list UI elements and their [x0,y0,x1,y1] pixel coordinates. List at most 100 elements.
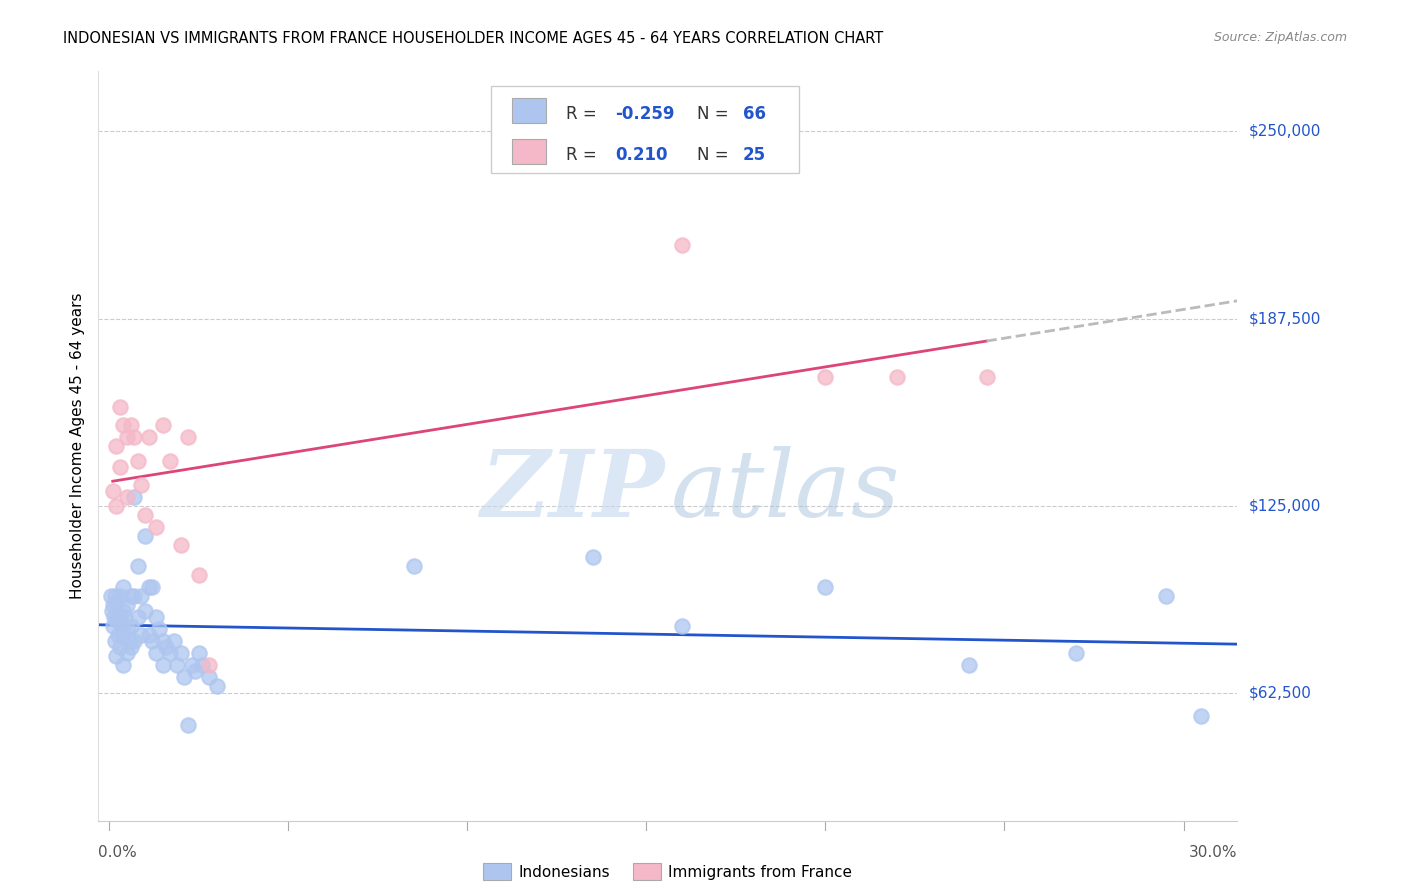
Point [170,646,193,660]
Point [112,657,135,672]
Point [173,670,195,684]
Point [138,580,160,594]
Point [120,417,142,432]
Point [138,430,160,444]
Point [152,417,174,432]
Point [105,613,128,627]
Point [108,610,131,624]
Point [1064,646,1087,660]
Point [205,679,228,693]
Point [101,619,124,633]
Point [141,580,163,594]
Point [120,640,142,654]
Text: atlas: atlas [671,446,901,536]
Text: 30.0%: 30.0% [1189,845,1237,860]
Text: 66: 66 [742,105,766,123]
Point [115,646,138,660]
FancyBboxPatch shape [491,87,799,172]
Point [155,640,177,654]
Point [152,633,174,648]
Point [115,490,138,504]
Point [112,604,135,618]
Point [159,454,181,468]
Point [114,610,136,624]
Point [101,598,124,612]
Point [141,633,163,648]
Point [122,633,145,648]
Point [100,604,122,618]
Point [170,538,193,552]
Point [105,648,128,663]
Point [108,640,131,654]
Point [120,619,142,633]
Point [957,657,980,672]
Point [976,370,998,384]
Point [103,589,125,603]
Point [107,628,129,642]
Text: 0.0%: 0.0% [98,845,138,860]
Point [127,610,149,624]
Point [118,633,141,648]
Point [145,610,167,624]
Point [814,370,837,384]
Point [134,529,156,543]
Point [131,478,153,492]
Text: $187,500: $187,500 [1249,311,1320,326]
Point [108,589,131,603]
Point [198,670,221,684]
Point [115,430,138,444]
Point [100,589,122,603]
Point [127,454,149,468]
Text: ZIP: ZIP [481,446,665,536]
Point [138,628,160,642]
Point [159,646,181,660]
Point [402,558,425,573]
Point [108,400,131,414]
Point [145,520,167,534]
FancyBboxPatch shape [512,139,546,164]
Point [134,604,156,618]
Point [115,598,138,612]
Text: N =: N = [697,146,734,164]
Point [112,417,135,432]
Point [111,619,134,633]
Point [101,483,124,498]
Point [177,717,200,731]
Point [112,580,135,594]
Text: R =: R = [567,146,603,164]
Legend: Indonesians, Immigrants from France: Indonesians, Immigrants from France [484,863,852,880]
Text: -0.259: -0.259 [616,105,675,123]
Point [134,508,156,522]
Point [814,580,837,594]
Point [105,499,128,513]
FancyBboxPatch shape [512,98,546,122]
Point [103,610,125,624]
Point [187,567,209,582]
Point [112,628,135,642]
Point [184,664,207,678]
Point [148,622,170,636]
Text: $250,000: $250,000 [1249,124,1320,139]
Point [177,430,200,444]
Point [105,439,128,453]
Point [122,430,145,444]
Point [145,646,167,660]
Point [162,633,184,648]
Text: $125,000: $125,000 [1249,499,1320,514]
Point [1154,589,1177,603]
Point [180,657,202,672]
Point [198,657,221,672]
Point [122,589,145,603]
Point [1191,708,1213,723]
Point [191,657,214,672]
Point [127,558,149,573]
Text: INDONESIAN VS IMMIGRANTS FROM FRANCE HOUSEHOLDER INCOME AGES 45 - 64 YEARS CORRE: INDONESIAN VS IMMIGRANTS FROM FRANCE HOU… [63,31,883,46]
Point [108,460,131,475]
Point [103,633,125,648]
Text: N =: N = [697,105,734,123]
Point [120,589,142,603]
Point [166,657,188,672]
Point [115,622,138,636]
Text: 0.210: 0.210 [616,146,668,164]
Text: R =: R = [567,105,603,123]
